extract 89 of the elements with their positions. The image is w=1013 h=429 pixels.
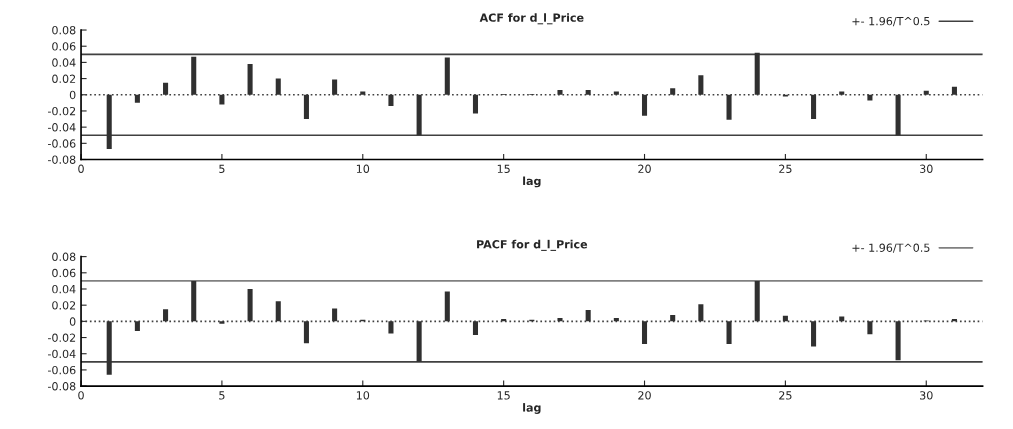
bar bbox=[303, 321, 309, 344]
bar bbox=[698, 75, 704, 95]
bar bbox=[275, 78, 281, 95]
bar bbox=[923, 90, 929, 95]
bar bbox=[754, 52, 760, 95]
x-tick-label: 20 bbox=[638, 391, 651, 400]
bar bbox=[811, 321, 817, 347]
y-tick-label: -0.06 bbox=[47, 139, 76, 148]
chart-title: PACF for d_l_Price bbox=[477, 239, 588, 251]
bar bbox=[444, 57, 450, 95]
y-tick-label: -0.04 bbox=[47, 123, 76, 132]
bar bbox=[247, 64, 253, 95]
x-axis-title: lag bbox=[523, 403, 541, 414]
bar bbox=[191, 280, 197, 322]
y-tick-label: 0.02 bbox=[52, 74, 76, 83]
y-tick-label: -0.02 bbox=[47, 106, 76, 116]
y-tick-label: 0.04 bbox=[52, 284, 76, 294]
legend-label: +- 1.96/T^0.5 bbox=[852, 243, 930, 253]
bar bbox=[332, 308, 338, 322]
y-tick-label: -0.08 bbox=[47, 155, 76, 164]
bar bbox=[867, 321, 873, 335]
bar bbox=[163, 309, 169, 322]
y-tick-label: -0.02 bbox=[47, 333, 76, 342]
bar bbox=[585, 310, 591, 322]
bar bbox=[444, 291, 450, 322]
y-tick-label: -0.08 bbox=[47, 382, 76, 391]
x-tick-label: 15 bbox=[497, 164, 510, 173]
bar bbox=[134, 94, 140, 103]
bar bbox=[641, 94, 648, 116]
x-tick-label: 30 bbox=[920, 164, 933, 173]
bar bbox=[332, 79, 338, 95]
bar bbox=[134, 321, 140, 332]
x-tick-label: 30 bbox=[920, 391, 933, 400]
x-tick-label: 25 bbox=[779, 391, 792, 400]
bar bbox=[951, 86, 957, 95]
bar bbox=[895, 94, 901, 136]
x-tick-label: 20 bbox=[638, 164, 651, 173]
bar bbox=[613, 318, 619, 322]
x-axis-title: lag bbox=[523, 176, 541, 188]
bar bbox=[839, 91, 845, 95]
bar bbox=[754, 280, 760, 322]
bar bbox=[726, 321, 732, 345]
y-tick-label: -0.04 bbox=[47, 349, 76, 359]
bar bbox=[191, 56, 197, 95]
bar bbox=[247, 288, 253, 322]
y-tick-label: 0.08 bbox=[52, 252, 76, 261]
legend-label: +- 1.96/T^0.5 bbox=[852, 16, 930, 27]
bar bbox=[388, 94, 394, 107]
bar bbox=[388, 321, 394, 334]
bar bbox=[641, 321, 648, 345]
x-tick-label: 5 bbox=[219, 164, 225, 173]
y-tick-label: 0 bbox=[69, 317, 76, 326]
bar bbox=[698, 304, 704, 322]
y-tick-label: 0 bbox=[69, 90, 76, 100]
x-tick-label: 25 bbox=[779, 164, 792, 173]
y-tick-label: 0.02 bbox=[52, 301, 76, 310]
bar bbox=[106, 321, 112, 375]
y-tick-label: 0.08 bbox=[52, 26, 76, 35]
x-tick-label: 5 bbox=[219, 391, 225, 400]
bar bbox=[416, 321, 422, 362]
chart-title: ACF for d_l_Price bbox=[479, 13, 584, 25]
bar bbox=[275, 301, 281, 322]
bar bbox=[557, 89, 563, 95]
bar bbox=[472, 94, 479, 114]
y-tick-label: 0.06 bbox=[52, 42, 76, 51]
bar bbox=[416, 94, 422, 136]
bar bbox=[811, 94, 817, 120]
bar bbox=[557, 318, 563, 322]
y-tick-label: 0.04 bbox=[52, 58, 76, 67]
bar bbox=[670, 314, 676, 322]
x-tick-label: 0 bbox=[78, 391, 84, 400]
bar bbox=[726, 94, 732, 120]
x-tick-label: 0 bbox=[78, 164, 84, 173]
bar bbox=[106, 94, 112, 149]
bar bbox=[670, 88, 676, 95]
x-tick-label: 10 bbox=[356, 391, 370, 400]
bar bbox=[163, 82, 169, 95]
y-tick-label: 0.06 bbox=[52, 268, 76, 278]
bar bbox=[360, 91, 366, 95]
x-tick-label: 15 bbox=[497, 391, 510, 400]
bar bbox=[303, 94, 309, 120]
x-tick-label: 10 bbox=[356, 164, 370, 173]
bar bbox=[472, 321, 479, 336]
bar bbox=[219, 321, 225, 324]
bar bbox=[613, 91, 619, 95]
y-tick-label: -0.06 bbox=[47, 365, 76, 375]
bar bbox=[585, 89, 591, 95]
bar bbox=[895, 321, 901, 361]
bar bbox=[219, 94, 225, 105]
